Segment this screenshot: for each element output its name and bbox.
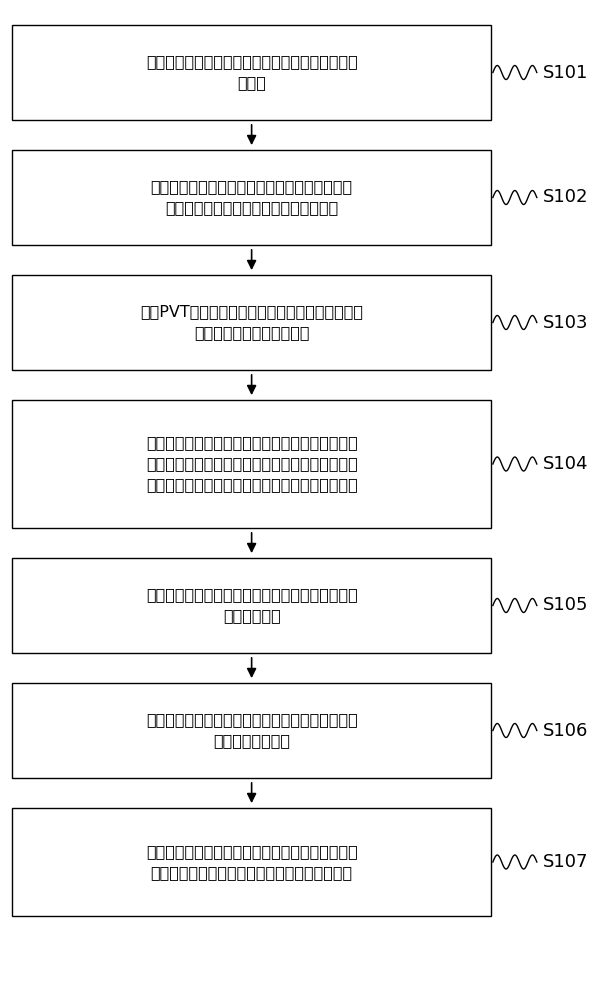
- Text: S102: S102: [543, 188, 589, 207]
- Text: 根据单井动态储量、凝析油累计产量及天然气累计
产量分别计算凝析油采出程度及天然气采出程度: 根据单井动态储量、凝析油累计产量及天然气累计 产量分别计算凝析油采出程度及天然气…: [146, 844, 357, 880]
- FancyBboxPatch shape: [12, 25, 491, 120]
- FancyBboxPatch shape: [12, 275, 491, 370]
- Text: 根据PVT实验数据确定两相偏差系数、气油比数据
以及与地层压力的关系曲线: 根据PVT实验数据确定两相偏差系数、气油比数据 以及与地层压力的关系曲线: [140, 304, 363, 340]
- Text: S101: S101: [543, 64, 588, 82]
- FancyBboxPatch shape: [12, 150, 491, 245]
- FancyBboxPatch shape: [12, 558, 491, 653]
- FancyBboxPatch shape: [12, 808, 491, 916]
- Text: S103: S103: [543, 314, 589, 332]
- Text: 以废弃地层压力为约束，根据所述物质平衡方程计
算凝析油累计产量: 以废弃地层压力为约束，根据所述物质平衡方程计 算凝析油累计产量: [146, 713, 357, 748]
- Text: S107: S107: [543, 853, 589, 871]
- FancyBboxPatch shape: [12, 400, 491, 528]
- FancyBboxPatch shape: [12, 683, 491, 778]
- Text: S104: S104: [543, 455, 589, 473]
- Text: 将累计天然气产量及两相偏差系数代入物质平衡方
程，计算不同生产时间时的地层压力理论值，并根
据实测静压数据校正计算结果生成地层压力校正值: 将累计天然气产量及两相偏差系数代入物质平衡方 程，计算不同生产时间时的地层压力理…: [146, 436, 357, 492]
- Text: 获取单井中的标准参数，根据标准参数计算单井动
态储量: 获取单井中的标准参数，根据标准参数计算单井动 态储量: [146, 54, 357, 91]
- Text: S106: S106: [543, 722, 588, 740]
- Text: 根据预设的天然气产量分段递减规律确定天然气
产量以及各生产时间点的天然气累计产量: 根据预设的天然气产量分段递减规律确定天然气 产量以及各生产时间点的天然气累计产量: [151, 180, 353, 216]
- Text: 根据所述的地层压力校正值及气油比数据生成对应
的凝析油产量: 根据所述的地层压力校正值及气油比数据生成对应 的凝析油产量: [146, 588, 357, 624]
- Text: S105: S105: [543, 596, 589, 614]
